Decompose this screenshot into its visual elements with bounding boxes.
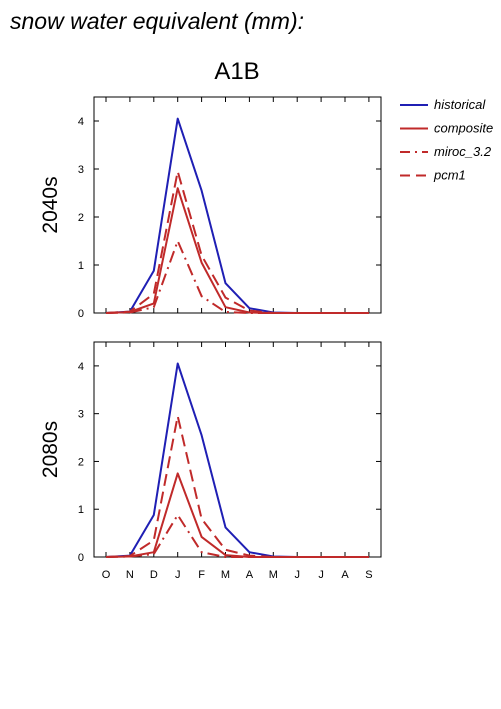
y-tick-label: 1 (78, 504, 84, 516)
panel-label-2040s: 2040s (39, 176, 62, 233)
panel-2080s: 0 1 2 3 4 2080s O N D J F M A M J J A S (39, 341, 382, 581)
x-tick-label: A (341, 569, 349, 581)
scenario-title: A1B (214, 58, 259, 85)
x-tick-label: J (294, 569, 300, 581)
x-tick-label: J (175, 569, 181, 581)
y-tick-label: 1 (78, 260, 84, 272)
series-line-composite (105, 472, 369, 558)
legend-item-composite: composite (400, 121, 493, 136)
y-tick-label: 0 (78, 308, 84, 320)
legend: historical composite miroc_3.2 pcm1 (400, 97, 493, 183)
legend-label: pcm1 (433, 168, 466, 183)
x-tick-label: M (221, 569, 230, 581)
legend-item-historical: historical (400, 97, 486, 112)
plot-frame (93, 96, 382, 314)
series-line-historical (105, 117, 369, 314)
series-line-miroc-3-2 (105, 240, 369, 314)
x-tick-label: N (126, 569, 134, 581)
x-tick-label: A (246, 569, 254, 581)
series-line-pcm1 (105, 415, 369, 558)
plot-frame (93, 341, 382, 558)
y-tick-label: 4 (78, 116, 84, 128)
y-tick-label: 4 (78, 361, 84, 373)
legend-label: composite (434, 121, 493, 136)
figure-title: snow water equivalent (mm): (10, 8, 304, 34)
legend-label: historical (434, 97, 486, 112)
x-tick-label: M (269, 569, 278, 581)
y-tick-label: 3 (78, 409, 84, 421)
y-tick-label: 2 (78, 212, 84, 224)
legend-item-miroc-3-2: miroc_3.2 (400, 144, 492, 159)
legend-label: miroc_3.2 (434, 144, 492, 159)
x-tick-label: F (198, 569, 205, 581)
x-tick-label: D (150, 569, 158, 581)
x-tick-label: S (365, 569, 372, 581)
series-line-historical (105, 362, 369, 558)
y-tick-label: 0 (78, 552, 84, 564)
legend-item-pcm1: pcm1 (400, 168, 466, 183)
x-tick-label: J (318, 569, 324, 581)
y-tick-label: 3 (78, 164, 84, 176)
series-line-miroc-3-2 (105, 514, 369, 558)
y-tick-label: 2 (78, 456, 84, 468)
series-line-pcm1 (105, 170, 369, 314)
panel-label-2080s: 2080s (39, 421, 62, 478)
x-tick-label: O (102, 569, 111, 581)
panel-2040s: 0 1 2 3 4 2040s (39, 96, 382, 320)
chart-panels: 0 1 2 3 4 2040s 0 1 2 3 4 2080s O N D J F M A M J J A S (39, 96, 382, 581)
